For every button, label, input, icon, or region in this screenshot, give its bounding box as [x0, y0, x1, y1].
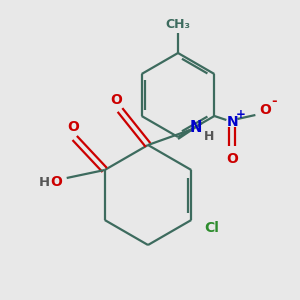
Text: O: O	[226, 152, 238, 166]
Text: O: O	[50, 175, 62, 189]
Text: H: H	[204, 130, 214, 143]
Text: +: +	[236, 109, 245, 122]
Text: O: O	[67, 120, 79, 134]
Text: -: -	[272, 95, 277, 109]
Text: H: H	[39, 176, 50, 188]
Text: N: N	[226, 115, 238, 129]
Text: N: N	[190, 119, 202, 134]
Text: Cl: Cl	[204, 221, 219, 235]
Text: O: O	[110, 93, 122, 107]
Text: CH₃: CH₃	[166, 19, 190, 32]
Text: O: O	[260, 103, 271, 117]
